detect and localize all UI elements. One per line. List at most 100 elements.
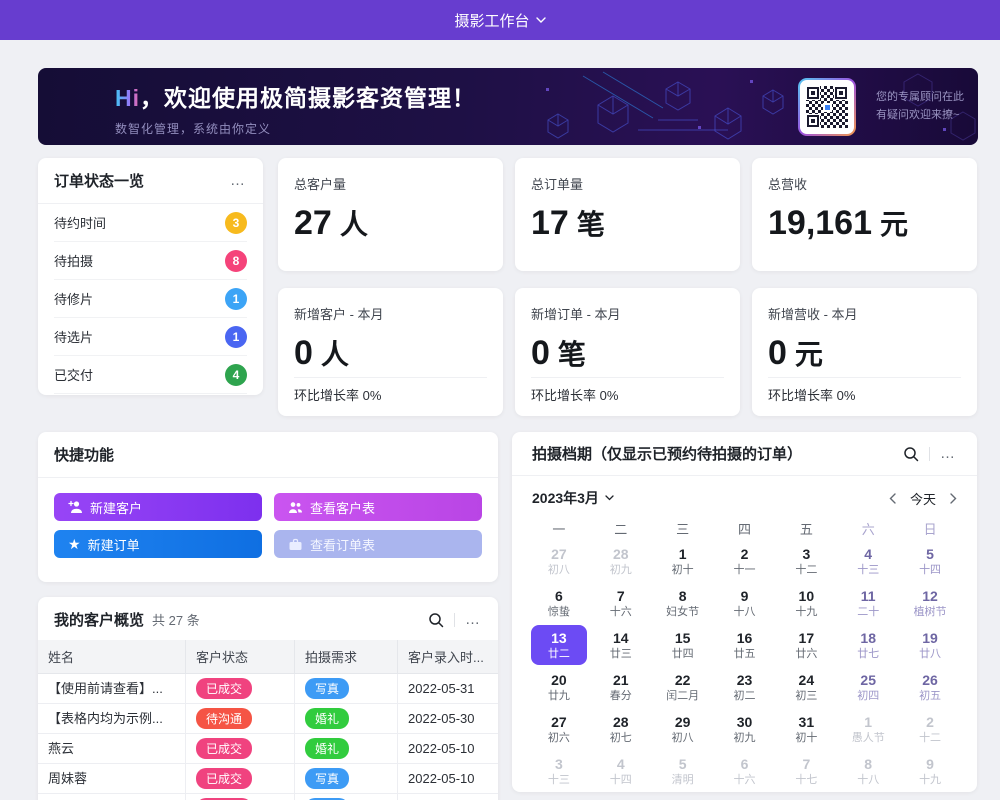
calendar-day-cell[interactable]: 17 廿六 — [775, 624, 837, 666]
day-lunar-label: 初七 — [609, 731, 632, 744]
calendar-day-cell[interactable]: 26 初五 — [899, 666, 961, 708]
banner-subtitle: 数智化管理，系统由你定义 — [115, 122, 272, 136]
more-icon[interactable]: … — [465, 610, 482, 628]
customer-row[interactable]: 【使用前请查看】... 已成交 写真 2022-05-31 — [38, 674, 498, 704]
calendar-day-cell[interactable]: 3 十三 — [528, 750, 590, 792]
order-status-item[interactable]: 待选片 1 — [54, 318, 247, 356]
calendar-day-cell[interactable]: 9 十九 — [899, 750, 961, 792]
banner-greeting-hi: Hi — [115, 85, 140, 111]
top-app-bar: 摄影工作台 — [0, 0, 1000, 40]
customer-row[interactable]: 已成交 写真 — [38, 794, 498, 800]
day-lunar-label: 十九 — [795, 605, 818, 618]
calendar-day-cell[interactable]: 25 初四 — [837, 666, 899, 708]
calendar-day-cell[interactable]: 3 十二 — [775, 540, 837, 582]
calendar-day-cell[interactable]: 28 初七 — [590, 708, 652, 750]
calendar-day-cell[interactable]: 4 十三 — [837, 540, 899, 582]
calendar-day-cell[interactable]: 16 廿五 — [714, 624, 776, 666]
calendar-day-cell[interactable]: 2 十二 — [899, 708, 961, 750]
more-icon[interactable]: … — [940, 444, 957, 462]
customer-entry-date: 2022-05-31 — [408, 681, 475, 696]
day-number: 23 — [736, 671, 753, 688]
calendar-day-cell[interactable]: 31 初十 — [775, 708, 837, 750]
customer-row[interactable]: 周妹蓉 已成交 写真 2022-05-10 — [38, 764, 498, 794]
day-number: 2 — [740, 545, 749, 562]
calendar-day-cell[interactable]: 20 廿九 — [528, 666, 590, 708]
calendar-day-cell[interactable]: 11 二十 — [837, 582, 899, 624]
view-customer-table-button[interactable]: 查看客户表 — [274, 493, 482, 521]
view-order-table-button[interactable]: 查看订单表 — [274, 530, 482, 558]
calendar-day-cell[interactable]: 10 十九 — [775, 582, 837, 624]
calendar-day-cell[interactable]: 1 初十 — [652, 540, 714, 582]
day-number: 1 — [864, 713, 873, 730]
calendar-day-pill: 2 十二 — [902, 709, 958, 749]
calendar-day-cell[interactable]: 24 初三 — [775, 666, 837, 708]
stat-unit: 笔 — [557, 339, 586, 370]
order-status-item[interactable]: 已交付 4 — [54, 356, 247, 394]
calendar-day-pill: 13 廿二 — [530, 625, 587, 665]
order-status-label: 待选片 — [54, 330, 94, 345]
more-icon[interactable]: … — [230, 171, 247, 189]
calendar-day-cell[interactable]: 30 初九 — [714, 708, 776, 750]
customer-status-badge: 已成交 — [196, 738, 253, 759]
calendar-day-cell[interactable]: 6 十六 — [714, 750, 776, 792]
stat-unit: 人 — [339, 209, 368, 240]
day-lunar-label: 十七 — [795, 773, 818, 786]
calendar-day-cell[interactable]: 8 十八 — [837, 750, 899, 792]
day-number: 15 — [674, 629, 691, 646]
day-lunar-label: 清明 — [671, 773, 694, 786]
calendar-day-cell[interactable]: 8 妇女节 — [652, 582, 714, 624]
calendar-day-cell[interactable]: 18 廿七 — [837, 624, 899, 666]
calendar-day-pill: 12 植树节 — [902, 583, 958, 623]
prev-month-icon[interactable] — [889, 492, 896, 504]
calendar-day-cell[interactable]: 7 十六 — [590, 582, 652, 624]
calendar-day-cell[interactable]: 5 十四 — [899, 540, 961, 582]
day-lunar-label: 春分 — [609, 689, 632, 702]
calendar-month-dropdown[interactable]: 2023年3月 — [532, 488, 614, 508]
day-number: 7 — [616, 587, 625, 604]
calendar-day-pill: 8 妇女节 — [655, 583, 711, 623]
day-number: 31 — [798, 713, 815, 730]
star-icon: ★ — [68, 536, 81, 552]
day-lunar-label: 初九 — [733, 731, 756, 744]
calendar-day-cell[interactable]: 23 初二 — [714, 666, 776, 708]
calendar-day-cell[interactable]: 6 惊蛰 — [528, 582, 590, 624]
new-order-button[interactable]: ★ 新建订单 — [54, 530, 262, 558]
calendar-day-cell[interactable]: 7 十七 — [775, 750, 837, 792]
calendar-day-cell[interactable]: 27 初六 — [528, 708, 590, 750]
calendar-day-cell[interactable]: 19 廿八 — [899, 624, 961, 666]
calendar-day-cell[interactable]: 2 十一 — [714, 540, 776, 582]
welcome-banner: Hi，欢迎使用极简摄影客资管理！ 数智化管理，系统由你定义 您的专属顾问在此 — [38, 68, 978, 145]
calendar-day-pill: 16 廿五 — [716, 625, 772, 665]
customer-row[interactable]: 【表格内均为示例... 待沟通 婚礼 2022-05-30 — [38, 704, 498, 734]
calendar-day-cell[interactable]: 13 廿二 — [528, 624, 590, 666]
day-number: 21 — [612, 671, 629, 688]
calendar-day-cell[interactable]: 29 初八 — [652, 708, 714, 750]
calendar-day-cell[interactable]: 4 十四 — [590, 750, 652, 792]
day-lunar-label: 十二 — [919, 731, 942, 744]
app-title-dropdown[interactable]: 摄影工作台 — [454, 10, 546, 31]
day-number: 14 — [612, 629, 629, 646]
calendar-day-cell[interactable]: 28 初九 — [590, 540, 652, 582]
calendar-day-cell[interactable]: 9 十八 — [714, 582, 776, 624]
calendar-day-cell[interactable]: 5 清明 — [652, 750, 714, 792]
day-number: 28 — [612, 713, 629, 730]
customer-row[interactable]: 燕云 已成交 婚礼 2022-05-10 — [38, 734, 498, 764]
next-month-icon[interactable] — [950, 492, 957, 504]
calendar-day-cell[interactable]: 12 植树节 — [899, 582, 961, 624]
calendar-day-cell[interactable]: 14 廿三 — [590, 624, 652, 666]
calendar-day-cell[interactable]: 1 愚人节 — [837, 708, 899, 750]
calendar-day-cell[interactable]: 27 初八 — [528, 540, 590, 582]
stat-value: 0 — [294, 334, 313, 372]
search-icon[interactable] — [903, 446, 919, 462]
stat-unit: 元 — [794, 339, 823, 370]
new-customer-button[interactable]: 新建客户 — [54, 493, 262, 521]
calendar-day-cell[interactable]: 22 闰二月 — [652, 666, 714, 708]
today-button[interactable]: 今天 — [909, 491, 936, 507]
order-status-item[interactable]: 待修片 1 — [54, 280, 247, 318]
order-status-item[interactable]: 待约时间 3 — [54, 204, 247, 242]
stat-number: 0 人 — [294, 333, 487, 373]
order-status-item[interactable]: 待拍摄 8 — [54, 242, 247, 280]
calendar-day-cell[interactable]: 15 廿四 — [652, 624, 714, 666]
calendar-day-cell[interactable]: 21 春分 — [590, 666, 652, 708]
search-icon[interactable] — [428, 612, 444, 628]
